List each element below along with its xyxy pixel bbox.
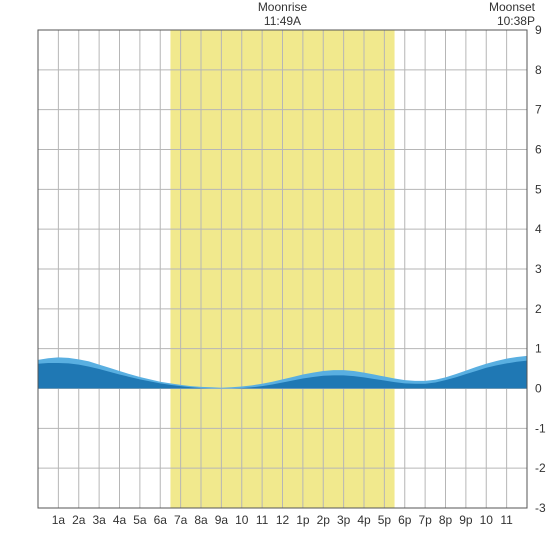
svg-text:6a: 6a bbox=[154, 513, 168, 527]
svg-text:7p: 7p bbox=[418, 513, 432, 527]
svg-text:8p: 8p bbox=[439, 513, 453, 527]
svg-text:7: 7 bbox=[535, 103, 542, 117]
svg-text:8a: 8a bbox=[194, 513, 208, 527]
moonset-label: Moonset 10:38P bbox=[455, 0, 535, 28]
svg-text:10: 10 bbox=[480, 513, 494, 527]
svg-text:8: 8 bbox=[535, 63, 542, 77]
svg-text:9a: 9a bbox=[215, 513, 229, 527]
svg-text:6: 6 bbox=[535, 143, 542, 157]
svg-text:4: 4 bbox=[535, 222, 542, 236]
svg-text:-1: -1 bbox=[535, 421, 546, 435]
svg-text:-2: -2 bbox=[535, 461, 546, 475]
svg-text:-3: -3 bbox=[535, 501, 546, 515]
svg-text:6p: 6p bbox=[398, 513, 412, 527]
svg-text:10: 10 bbox=[235, 513, 249, 527]
svg-text:7a: 7a bbox=[174, 513, 188, 527]
moonrise-label: Moonrise 11:49A bbox=[243, 0, 323, 28]
moonset-title: Moonset bbox=[455, 0, 535, 14]
svg-text:5p: 5p bbox=[378, 513, 392, 527]
svg-text:5: 5 bbox=[535, 182, 542, 196]
svg-text:11: 11 bbox=[500, 513, 513, 527]
svg-text:4p: 4p bbox=[357, 513, 371, 527]
svg-text:5a: 5a bbox=[133, 513, 147, 527]
svg-text:1: 1 bbox=[535, 342, 542, 356]
svg-text:2a: 2a bbox=[72, 513, 86, 527]
moonrise-time: 11:49A bbox=[243, 14, 323, 28]
svg-text:3: 3 bbox=[535, 262, 542, 276]
svg-text:3a: 3a bbox=[92, 513, 106, 527]
moonrise-title: Moonrise bbox=[243, 0, 323, 14]
moonset-time: 10:38P bbox=[455, 14, 535, 28]
tide-chart: Moonrise 11:49A Moonset 10:38P 1a2a3a4a5… bbox=[0, 0, 550, 550]
svg-text:4a: 4a bbox=[113, 513, 127, 527]
svg-text:1p: 1p bbox=[296, 513, 310, 527]
svg-text:3p: 3p bbox=[337, 513, 351, 527]
chart-svg: 1a2a3a4a5a6a7a8a9a1011121p2p3p4p5p6p7p8p… bbox=[0, 0, 550, 550]
svg-text:1a: 1a bbox=[52, 513, 66, 527]
svg-text:0: 0 bbox=[535, 382, 542, 396]
svg-text:11: 11 bbox=[256, 513, 269, 527]
svg-text:12: 12 bbox=[276, 513, 290, 527]
svg-text:2p: 2p bbox=[317, 513, 331, 527]
top-labels: Moonrise 11:49A Moonset 10:38P bbox=[0, 0, 550, 30]
svg-text:2: 2 bbox=[535, 302, 542, 316]
svg-text:9p: 9p bbox=[459, 513, 473, 527]
